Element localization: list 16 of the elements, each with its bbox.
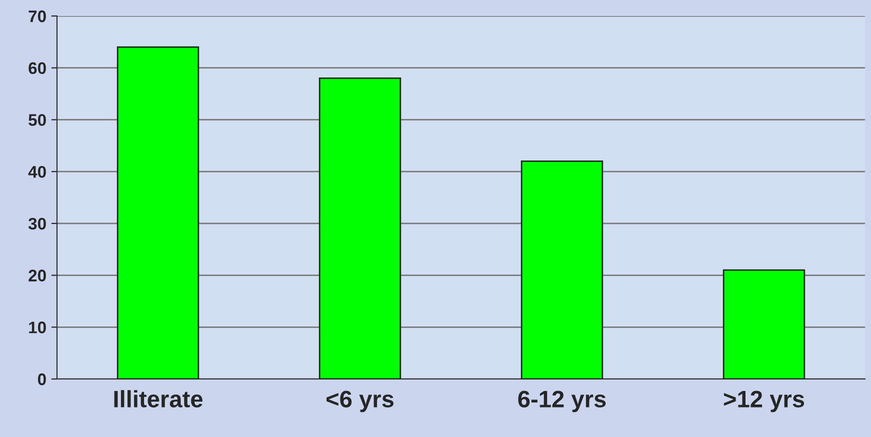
y-tick-label: 30 — [28, 218, 46, 230]
y-tick-label: 70 — [28, 10, 46, 22]
bar — [318, 78, 402, 379]
x-tick-label: Illiterate — [114, 390, 202, 408]
y-tick-label: 40 — [28, 166, 46, 178]
y-tick-label: 50 — [28, 114, 46, 126]
y-tick-label: 60 — [28, 62, 46, 74]
x-tick-label: >12 yrs — [724, 390, 804, 412]
y-tick-label: 10 — [29, 322, 46, 334]
bar — [116, 46, 200, 379]
y-tick-label: 0 — [38, 373, 46, 386]
bar — [722, 269, 806, 379]
x-tick-label: <6 yrs — [326, 390, 394, 412]
y-tick-label: 20 — [28, 270, 46, 282]
bar — [520, 160, 604, 379]
x-tick-label: 6-12 yrs — [518, 390, 606, 412]
